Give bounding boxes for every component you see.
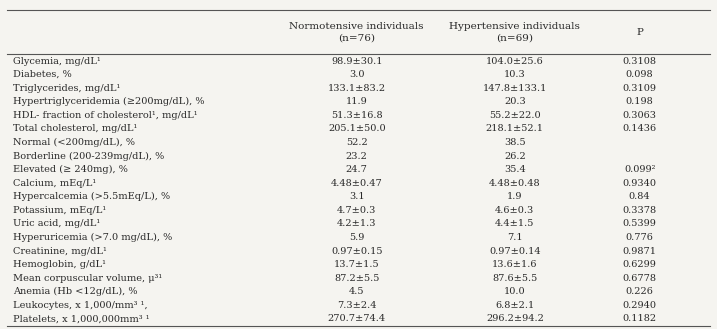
Text: 0.1182: 0.1182 — [622, 315, 657, 323]
Text: 0.97±0.15: 0.97±0.15 — [331, 246, 382, 256]
Text: 0.3109: 0.3109 — [622, 84, 657, 93]
Text: Hypercalcemia (>5.5mEq/L), %: Hypercalcemia (>5.5mEq/L), % — [13, 192, 170, 201]
Text: 205.1±50.0: 205.1±50.0 — [328, 124, 386, 134]
Text: 24.7: 24.7 — [346, 165, 368, 174]
Text: 0.198: 0.198 — [626, 97, 653, 106]
Text: 104.0±25.6: 104.0±25.6 — [486, 57, 543, 65]
Text: 3.1: 3.1 — [349, 192, 364, 201]
Text: HDL- fraction of cholesterol¹, mg/dL¹: HDL- fraction of cholesterol¹, mg/dL¹ — [13, 111, 197, 120]
Text: 4.4±1.5: 4.4±1.5 — [495, 219, 535, 228]
Text: Mean corpuscular volume, μ³¹: Mean corpuscular volume, μ³¹ — [13, 274, 162, 283]
Text: Hyperuricemia (>7.0 mg/dL), %: Hyperuricemia (>7.0 mg/dL), % — [13, 233, 172, 242]
Text: 98.9±30.1: 98.9±30.1 — [331, 57, 382, 65]
Text: 0.3108: 0.3108 — [622, 57, 657, 65]
Text: 55.2±22.0: 55.2±22.0 — [489, 111, 541, 120]
Text: 296.2±94.2: 296.2±94.2 — [486, 315, 543, 323]
Text: 5.9: 5.9 — [349, 233, 364, 242]
Text: 0.1436: 0.1436 — [622, 124, 657, 134]
Text: 0.5399: 0.5399 — [622, 219, 657, 228]
Text: 270.7±74.4: 270.7±74.4 — [328, 315, 386, 323]
Text: 38.5: 38.5 — [504, 138, 526, 147]
Text: Potassium, mEq/L¹: Potassium, mEq/L¹ — [13, 206, 106, 215]
Text: 4.6±0.3: 4.6±0.3 — [495, 206, 534, 215]
Text: 0.9340: 0.9340 — [622, 179, 657, 188]
Text: Hypertensive individuals
(n=69): Hypertensive individuals (n=69) — [450, 22, 580, 42]
Text: Anemia (Hb <12g/dL), %: Anemia (Hb <12g/dL), % — [13, 287, 138, 296]
Text: 1.9: 1.9 — [507, 192, 523, 201]
Text: Diabetes, %: Diabetes, % — [13, 70, 72, 79]
Text: Leukocytes, x 1,000/mm³ ¹,: Leukocytes, x 1,000/mm³ ¹, — [13, 301, 148, 310]
Text: 133.1±83.2: 133.1±83.2 — [328, 84, 386, 93]
Text: 20.3: 20.3 — [504, 97, 526, 106]
Text: 4.2±1.3: 4.2±1.3 — [337, 219, 376, 228]
Text: 4.48±0.47: 4.48±0.47 — [331, 179, 383, 188]
Text: 0.098: 0.098 — [626, 70, 653, 79]
Text: Normal (<200mg/dL), %: Normal (<200mg/dL), % — [13, 138, 135, 147]
Text: Creatinine, mg/dL¹: Creatinine, mg/dL¹ — [13, 246, 107, 256]
Text: 0.3378: 0.3378 — [622, 206, 657, 215]
Text: 0.9871: 0.9871 — [622, 246, 657, 256]
Text: 0.2940: 0.2940 — [622, 301, 657, 310]
Text: 23.2: 23.2 — [346, 152, 368, 161]
Text: Hemoglobin, g/dL¹: Hemoglobin, g/dL¹ — [13, 260, 106, 269]
Text: 0.226: 0.226 — [626, 287, 653, 296]
Text: 26.2: 26.2 — [504, 152, 526, 161]
Text: Elevated (≥ 240mg), %: Elevated (≥ 240mg), % — [13, 165, 128, 174]
Text: Borderline (200-239mg/dL), %: Borderline (200-239mg/dL), % — [13, 152, 164, 161]
Text: 3.0: 3.0 — [349, 70, 364, 79]
Text: 7.1: 7.1 — [507, 233, 523, 242]
Text: Hypertriglyceridemia (≥200mg/dL), %: Hypertriglyceridemia (≥200mg/dL), % — [13, 97, 204, 106]
Text: 0.776: 0.776 — [626, 233, 653, 242]
Text: Normotensive individuals
(n=76): Normotensive individuals (n=76) — [290, 22, 424, 42]
Text: Total cholesterol, mg/dL¹: Total cholesterol, mg/dL¹ — [13, 124, 137, 134]
Text: 218.1±52.1: 218.1±52.1 — [486, 124, 543, 134]
Text: 11.9: 11.9 — [346, 97, 368, 106]
Text: 87.2±5.5: 87.2±5.5 — [334, 274, 379, 283]
Text: 0.84: 0.84 — [629, 192, 650, 201]
Text: 6.8±2.1: 6.8±2.1 — [495, 301, 534, 310]
Text: 0.6778: 0.6778 — [622, 274, 657, 283]
Text: 13.7±1.5: 13.7±1.5 — [334, 260, 379, 269]
Text: Glycemia, mg/dL¹: Glycemia, mg/dL¹ — [13, 57, 100, 65]
Text: 87.6±5.5: 87.6±5.5 — [492, 274, 538, 283]
Text: 4.7±0.3: 4.7±0.3 — [337, 206, 376, 215]
Text: 10.3: 10.3 — [504, 70, 526, 79]
Text: P: P — [636, 28, 643, 37]
Text: 0.3063: 0.3063 — [622, 111, 657, 120]
Text: 51.3±16.8: 51.3±16.8 — [331, 111, 383, 120]
Text: Platelets, x 1,000,000mm³ ¹: Platelets, x 1,000,000mm³ ¹ — [13, 315, 150, 323]
Text: 35.4: 35.4 — [504, 165, 526, 174]
Text: 52.2: 52.2 — [346, 138, 368, 147]
Text: 4.48±0.48: 4.48±0.48 — [489, 179, 541, 188]
Text: 0.6299: 0.6299 — [622, 260, 657, 269]
Text: 4.5: 4.5 — [349, 287, 364, 296]
Text: Triglycerides, mg/dL¹: Triglycerides, mg/dL¹ — [13, 84, 120, 93]
Text: Uric acid, mg/dL¹: Uric acid, mg/dL¹ — [13, 219, 100, 228]
Text: 0.099²: 0.099² — [624, 165, 655, 174]
Text: Calcium, mEq/L¹: Calcium, mEq/L¹ — [13, 179, 96, 188]
Text: 10.0: 10.0 — [504, 287, 526, 296]
Text: 7.3±2.4: 7.3±2.4 — [337, 301, 376, 310]
Text: 147.8±133.1: 147.8±133.1 — [483, 84, 547, 93]
Text: 13.6±1.6: 13.6±1.6 — [492, 260, 538, 269]
Text: 0.97±0.14: 0.97±0.14 — [489, 246, 541, 256]
